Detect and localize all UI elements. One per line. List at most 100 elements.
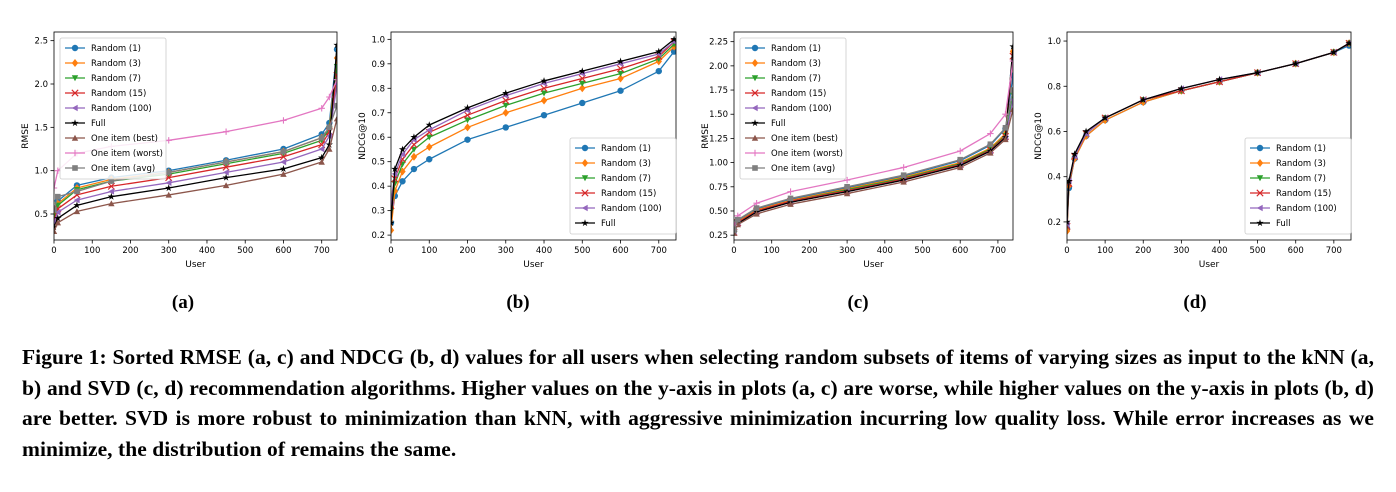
data-point-a-7-7	[318, 105, 325, 112]
data-point-c-6-4	[843, 190, 851, 197]
legend-entry-a-2: Random (7)	[91, 74, 141, 84]
series-line-a-4	[54, 83, 337, 223]
data-point-d-5-1	[1067, 177, 1073, 185]
series-line-c-6	[734, 109, 1013, 234]
data-point-c-6-8	[1002, 136, 1009, 143]
y-tick-label-d-3: 0.8	[1047, 82, 1061, 92]
data-point-b-5-10	[655, 47, 663, 55]
data-point-c-8-7	[987, 141, 994, 148]
x-tick-label-d-2: 200	[1135, 246, 1151, 256]
legend-marker-a-5	[71, 119, 79, 127]
legend-marker-c-8	[752, 165, 758, 171]
legend-entry-c-6: One item (best)	[771, 134, 838, 144]
x-tick-label-c-7: 700	[990, 246, 1006, 256]
plot-frame-b	[390, 31, 677, 241]
series-line-b-4	[391, 41, 675, 204]
legend-entry-a-4: Random (100)	[91, 104, 152, 114]
plot-frame-d	[1066, 31, 1352, 241]
y-axis-label-a: RMSE	[21, 123, 31, 149]
data-point-d-5-4	[1101, 114, 1109, 121]
data-point-a-8-9	[334, 102, 337, 109]
data-point-a-8-6	[280, 148, 287, 155]
x-axis-label-a: User	[185, 260, 206, 270]
data-point-a-8-1	[55, 193, 61, 200]
data-point-a-5-9	[333, 41, 337, 49]
data-point-c-8-5	[900, 172, 907, 178]
data-point-a-6-4	[165, 191, 172, 198]
y-tick-label-c-4: 1.25	[709, 134, 728, 144]
data-point-a-8-3	[108, 178, 115, 184]
legend-entry-c-3: Random (15)	[771, 89, 826, 99]
y-axis-label-b: NDCG@10	[358, 112, 368, 160]
data-point-a-6-8	[326, 145, 333, 152]
legend-a: Random (1) Random (3) Random (7) Random (15…	[59, 37, 167, 180]
data-point-a-6-0	[54, 228, 58, 235]
data-point-a-6-1	[54, 219, 62, 226]
data-point-c-8-9	[1010, 87, 1013, 93]
data-point-d-5-5	[1139, 96, 1147, 103]
figure-caption: Figure 1: Sorted RMSE (a, c) and NDCG (b…	[22, 345, 1374, 461]
data-point-a-8-2	[74, 188, 80, 195]
x-tick-label-d-0: 0	[1064, 246, 1069, 256]
data-point-a-4-3	[108, 188, 115, 195]
legend-box-b	[569, 137, 677, 235]
data-point-c-5-9	[1009, 42, 1013, 50]
data-point-b-5-1	[391, 165, 399, 173]
x-tick-label-b-7: 700	[651, 246, 667, 256]
data-point-a-5-3	[107, 192, 115, 200]
y-tick-label-a-4: 2.5	[34, 37, 48, 47]
data-point-c-7-6	[957, 147, 964, 155]
data-point-b-5-8	[578, 67, 586, 75]
data-point-c-6-7	[987, 149, 994, 156]
data-point-b-5-7	[540, 77, 548, 85]
y-tick-label-b-2: 0.4	[371, 182, 385, 192]
x-tick-label-b-6: 600	[612, 246, 628, 256]
series-line-a-2	[54, 66, 337, 219]
x-axis-label-b: User	[523, 260, 544, 270]
y-tick-label-a-1: 1.0	[34, 167, 48, 177]
legend-entry-b-2: Random (7)	[601, 174, 651, 184]
y-tick-label-b-6: 0.8	[371, 84, 385, 94]
y-tick-label-d-4: 1.0	[1047, 37, 1061, 47]
data-point-c-8-0	[734, 227, 737, 234]
legend-entry-c-2: Random (7)	[771, 74, 821, 84]
x-tick-label-b-5: 500	[574, 246, 590, 256]
data-point-b-1-4	[426, 143, 433, 152]
x-tick-label-a-7: 700	[314, 246, 330, 256]
y-tick-label-c-8: 2.25	[709, 38, 728, 48]
legend-marker-b-5	[581, 219, 589, 227]
data-point-a-5-1	[54, 214, 62, 222]
data-point-b-2-6	[502, 102, 509, 109]
legend-entry-c-5: Full	[771, 119, 786, 129]
panel-label-d: (d)	[1183, 292, 1207, 313]
x-axis-label-c: User	[863, 260, 884, 270]
legend-entry-d-4: Random (100)	[1276, 204, 1337, 214]
data-point-c-8-8	[1002, 124, 1009, 131]
legend-entry-b-4: Random (100)	[601, 204, 662, 214]
data-point-b-5-4	[425, 121, 433, 129]
series-line-c-0	[734, 75, 1013, 231]
data-point-b-1-5	[464, 123, 471, 132]
legend-marker-d-3	[1256, 189, 1264, 197]
data-point-c-6-6	[957, 164, 964, 171]
legend-marker-a-8	[72, 165, 78, 171]
legend-entry-c-0: Random (1)	[771, 44, 821, 54]
data-point-c-6-5	[900, 178, 907, 185]
legend-entry-a-1: Random (3)	[91, 59, 141, 69]
x-tick-label-c-4: 400	[877, 246, 893, 256]
y-tick-label-a-0: 0.5	[34, 210, 48, 220]
data-point-a-4-2	[73, 196, 80, 204]
legend-marker-a-7	[71, 149, 79, 157]
x-tick-label-d-1: 100	[1097, 246, 1113, 256]
series-line-c-5	[734, 46, 1013, 233]
data-point-a-3-3	[107, 182, 115, 190]
y-tick-label-b-3: 0.5	[371, 158, 385, 168]
data-point-d-5-9	[1292, 59, 1300, 67]
x-tick-label-c-1: 100	[764, 246, 780, 256]
data-point-c-7-3	[787, 188, 794, 195]
data-point-a-5-2	[73, 201, 81, 209]
data-point-c-8-3	[787, 195, 794, 202]
legend-marker-c-0	[751, 44, 759, 52]
y-tick-label-a-2: 1.5	[34, 123, 48, 133]
